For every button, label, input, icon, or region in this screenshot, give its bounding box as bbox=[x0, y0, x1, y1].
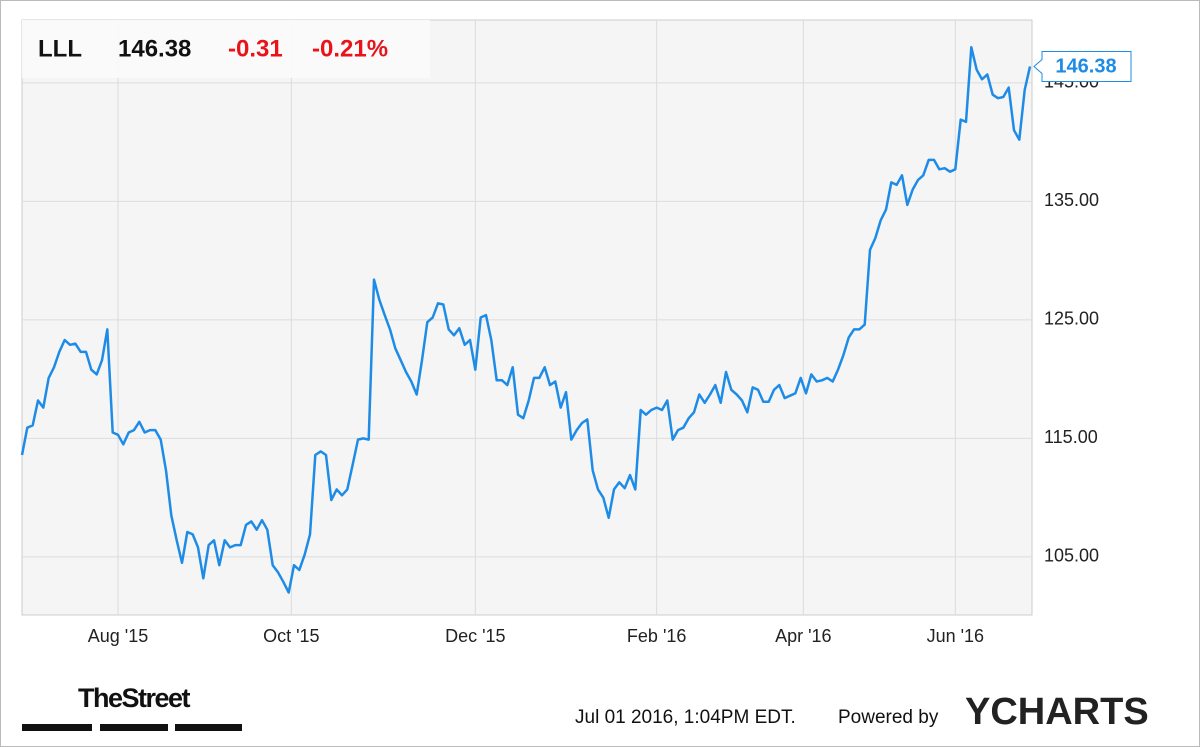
symbol: LLL bbox=[38, 35, 82, 62]
brand-bar bbox=[22, 724, 92, 731]
y-tick-label: 135.00 bbox=[1044, 190, 1099, 210]
last-value-box bbox=[1033, 50, 1132, 82]
header-box bbox=[22, 20, 430, 78]
powered-by: Powered by bbox=[838, 707, 939, 728]
y-tick-label: 125.00 bbox=[1044, 309, 1099, 329]
x-tick-label: Apr '16 bbox=[775, 626, 831, 646]
x-tick-label: Jun '16 bbox=[927, 626, 984, 646]
provider-logo: YCHARTS bbox=[965, 691, 1149, 733]
brand-bar bbox=[175, 724, 242, 731]
x-tick-label: Dec '15 bbox=[445, 626, 505, 646]
change-percent: -0.21% bbox=[312, 35, 388, 62]
change: -0.31 bbox=[228, 35, 283, 62]
y-tick-label: 105.00 bbox=[1044, 546, 1099, 566]
x-tick-label: Feb '16 bbox=[627, 626, 686, 646]
plot-area bbox=[21, 19, 1033, 616]
price-line bbox=[20, 46, 1032, 594]
grid bbox=[22, 20, 1032, 615]
y-tick-label: 115.00 bbox=[1044, 427, 1098, 447]
timestamp: Jul 01 2016, 1:04PM EDT. bbox=[575, 707, 796, 728]
brand: TheStreet bbox=[78, 683, 191, 713]
x-tick-label: Aug '15 bbox=[88, 626, 149, 646]
brand-bar bbox=[100, 724, 168, 731]
last-value-label: 146.38 bbox=[1055, 56, 1116, 78]
price: 146.38 bbox=[118, 35, 191, 62]
x-tick-label: Oct '15 bbox=[263, 626, 319, 646]
series bbox=[20, 46, 1032, 594]
